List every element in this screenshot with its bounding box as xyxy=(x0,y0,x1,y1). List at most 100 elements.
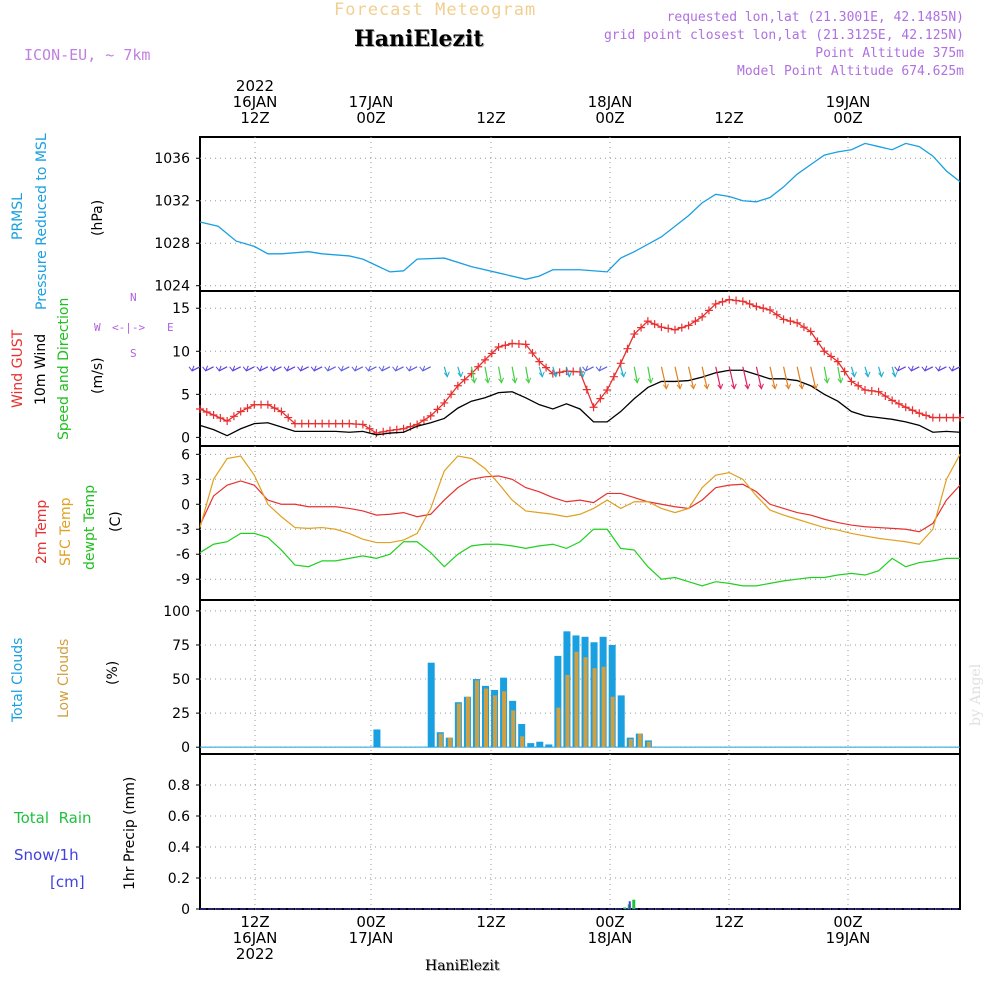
wind-arrowhead xyxy=(717,383,724,390)
gust-marker xyxy=(657,323,666,332)
wind-arrowhead xyxy=(270,365,276,372)
wind-arrowhead xyxy=(758,383,764,390)
wind-arrowhead xyxy=(864,371,871,378)
series-sfc-temp xyxy=(199,454,961,545)
gust-marker xyxy=(352,420,361,429)
gust-marker xyxy=(345,419,354,428)
gust-marker xyxy=(433,405,442,414)
top-axis-label-1: 17JAN 00Z xyxy=(331,78,411,126)
rain-label: Total Rain xyxy=(14,809,92,827)
gust-marker xyxy=(474,362,483,371)
chart-title: Forecast Meteogram xyxy=(334,0,537,20)
gust-marker xyxy=(799,323,808,332)
wind-arrow xyxy=(205,366,214,372)
gust-marker xyxy=(514,339,523,348)
wind-arrowhead xyxy=(242,365,249,372)
compass-n: N xyxy=(130,291,137,304)
bar-low-clouds xyxy=(574,651,579,748)
gust-marker xyxy=(806,327,815,336)
wind-arrow xyxy=(443,366,448,377)
gust-marker xyxy=(304,419,313,428)
gust-marker xyxy=(291,419,299,428)
gust-marker xyxy=(935,413,944,422)
wind-arrow xyxy=(877,366,883,377)
wind-arrowhead xyxy=(511,377,518,384)
gust-marker xyxy=(677,323,686,332)
time-label-line2: 17JAN xyxy=(348,93,394,111)
wind-arrowhead xyxy=(676,383,683,390)
gust-marker xyxy=(942,413,951,422)
time-label-line2: 19JAN xyxy=(825,929,871,947)
wind-arrowhead xyxy=(378,365,385,372)
wind-arrow xyxy=(313,366,323,372)
gust-marker xyxy=(732,296,741,305)
gust-marker xyxy=(324,419,333,428)
gust-marker xyxy=(419,416,428,425)
gust-marker xyxy=(338,419,347,428)
bar-low-clouds xyxy=(637,733,642,748)
wind-arrowhead xyxy=(365,365,371,372)
gust-marker xyxy=(284,413,293,422)
wind-arrowhead xyxy=(419,365,426,372)
top-axis-label-2: 12Z xyxy=(451,78,531,126)
wind-arrow xyxy=(300,366,309,372)
ytick-label-clouds: 100 xyxy=(163,604,190,620)
gust-marker xyxy=(358,420,367,429)
wind-arrow xyxy=(552,366,557,377)
wind-arrow xyxy=(796,366,803,389)
time-label-line2: 18JAN xyxy=(587,93,633,111)
gust-marker xyxy=(243,404,252,413)
wind-arrow xyxy=(565,366,571,377)
gust-marker xyxy=(854,381,863,390)
wind-arrowhead xyxy=(525,377,532,384)
bar-total-clouds xyxy=(608,644,616,748)
wind-arrow xyxy=(525,366,530,383)
wind-arrow xyxy=(585,366,594,372)
time-label-line3: 00Z xyxy=(595,109,625,127)
gust-marker xyxy=(704,306,713,315)
ytick-label-clouds: 50 xyxy=(172,672,190,688)
compass-e: E xyxy=(167,321,174,334)
gust-marker xyxy=(772,310,781,319)
gust-marker xyxy=(453,381,462,390)
gust-marker xyxy=(766,305,774,314)
wind-arrowhead xyxy=(351,365,358,372)
gust-marker xyxy=(752,302,761,311)
wind-arrowhead xyxy=(324,365,331,372)
time-label-line3: 12Z xyxy=(476,109,506,127)
wind-arrowhead xyxy=(690,383,697,390)
bar-low-clouds xyxy=(610,696,615,748)
gust-marker xyxy=(331,419,340,428)
wind-arrow xyxy=(911,366,920,372)
bar-snow xyxy=(628,901,631,909)
ytick-label-temp: 6 xyxy=(181,447,190,463)
bar-low-clouds xyxy=(511,710,516,748)
grid-point-coords: grid point closest lon,lat (21.3125E, 42… xyxy=(603,28,964,43)
bar-total-clouds xyxy=(545,744,553,748)
time-label-line3: 12Z xyxy=(714,109,744,127)
gust-marker xyxy=(637,323,646,332)
gust-marker xyxy=(820,347,829,356)
gust-marker xyxy=(833,357,842,366)
wind-arrow xyxy=(633,366,638,383)
gust-marker xyxy=(589,403,598,412)
bar-low-clouds xyxy=(583,657,588,748)
bottom-axis-label-1: 00Z 17JAN xyxy=(331,914,411,962)
gust-marker xyxy=(318,419,327,428)
gust-marker xyxy=(576,367,584,376)
bottom-axis-label-4: 12Z xyxy=(689,914,769,962)
time-label-line2: 18JAN xyxy=(587,929,633,947)
gust-marker xyxy=(447,390,456,399)
gust-marker xyxy=(494,342,503,351)
gust-marker xyxy=(908,406,917,415)
wind-arrow xyxy=(755,366,763,389)
gust-marker xyxy=(759,304,768,313)
time-label-line2: 19JAN xyxy=(825,93,871,111)
wind-arrow xyxy=(484,366,489,383)
wind-arrow xyxy=(938,366,947,372)
wind-arrowhead xyxy=(837,377,844,384)
wind-arrow xyxy=(728,366,735,389)
wind-arrow xyxy=(951,366,961,372)
gust-marker xyxy=(508,339,517,348)
